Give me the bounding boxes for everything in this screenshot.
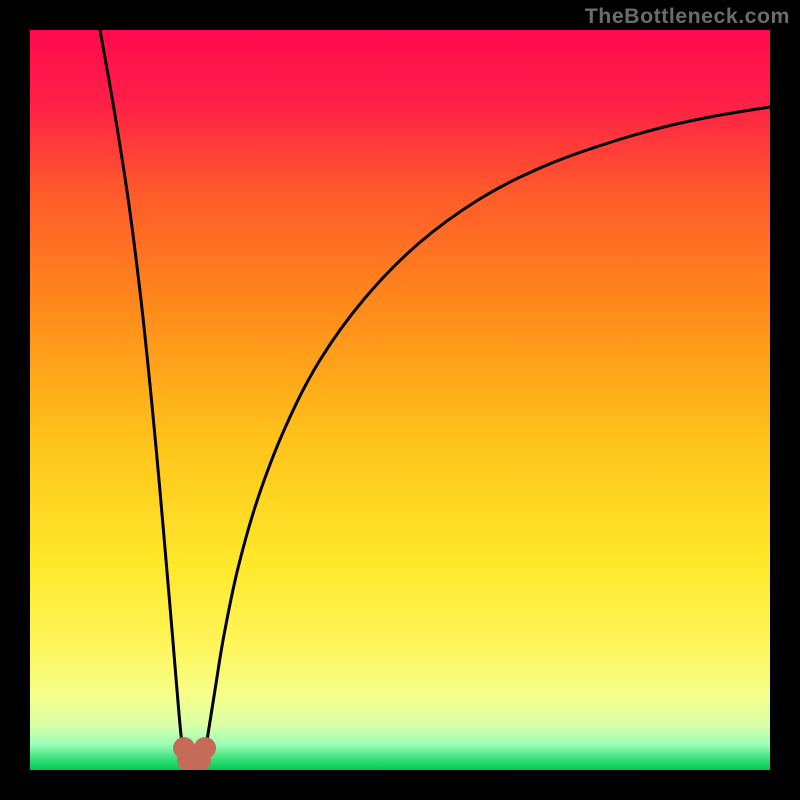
chart-container: TheBottleneck.com xyxy=(0,0,800,800)
watermark-text: TheBottleneck.com xyxy=(585,4,790,29)
dip-marker xyxy=(194,737,216,759)
curve-left xyxy=(100,30,184,755)
curve-layer xyxy=(30,30,770,770)
curve-right xyxy=(205,107,770,755)
plot-area xyxy=(30,30,770,770)
